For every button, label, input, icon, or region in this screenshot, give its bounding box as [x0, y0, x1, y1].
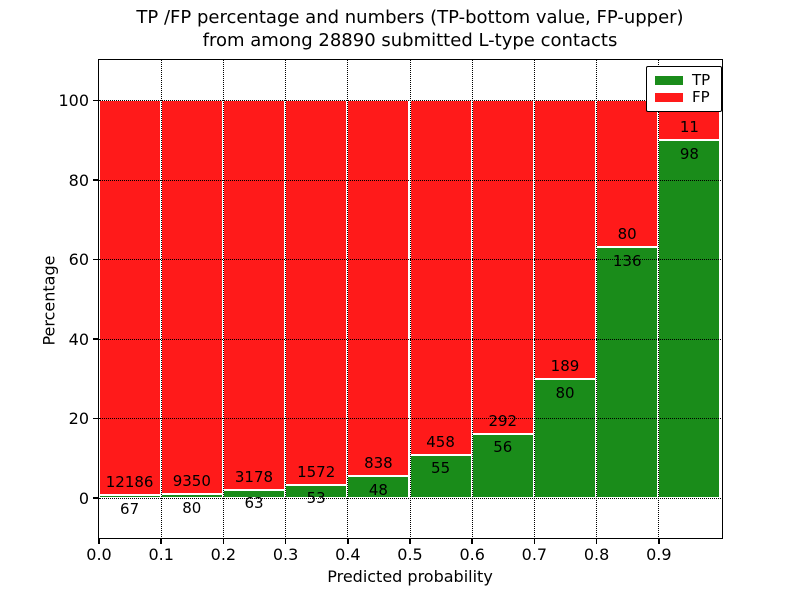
- gridline-horizontal: [98, 179, 721, 181]
- bar-count-label-fp: 189: [550, 357, 580, 376]
- tp-swatch-icon: [655, 76, 683, 85]
- y-tick: [92, 179, 98, 181]
- bar-fp-segment: [285, 100, 348, 485]
- chart-title: TP /FP percentage and numbers (TP-bottom…: [99, 6, 721, 52]
- bar-fp-segment: [160, 100, 223, 495]
- y-axis-label: Percentage: [39, 255, 59, 346]
- bar-count-label-fp: 80: [617, 225, 637, 244]
- gridline-vertical: [285, 60, 287, 538]
- legend-item-fp: FP: [655, 89, 714, 106]
- x-tick: [409, 539, 411, 545]
- y-tick: [92, 99, 98, 102]
- fp-swatch-icon: [655, 93, 683, 102]
- x-axis-label: Predicted probability: [327, 567, 493, 586]
- gridline-vertical: [409, 60, 411, 538]
- gridline-horizontal: [98, 259, 721, 261]
- x-tick: [595, 539, 598, 545]
- x-tick-label: 0.4: [335, 545, 361, 564]
- bar-count-label-fp: 838: [364, 454, 393, 472]
- bar-count-label-tp: 63: [244, 494, 264, 513]
- x-tick: [533, 539, 536, 545]
- legend-item-tp: TP: [655, 72, 714, 89]
- x-tick: [658, 539, 660, 545]
- bar-count-label-tp: 55: [431, 459, 451, 478]
- bar-count-label-fp: 292: [488, 411, 518, 430]
- x-tick-label: 0.1: [148, 545, 174, 564]
- y-tick-label: 80: [68, 170, 89, 190]
- bar-count-label-fp: 11: [679, 118, 699, 137]
- bar-count-label-tp: 48: [368, 480, 388, 499]
- x-tick-label: 0.8: [583, 545, 610, 564]
- bar-count-label-tp: 80: [555, 383, 575, 402]
- y-tick-label: 40: [68, 329, 89, 349]
- bar-tp-segment: [98, 495, 161, 498]
- y-tick: [92, 497, 98, 499]
- bar-fp-segment: [471, 100, 534, 434]
- x-tick: [471, 539, 473, 545]
- chart-title-line-1: TP /FP percentage and numbers (TP-bottom…: [136, 7, 684, 28]
- bar-fp-segment: [409, 100, 472, 455]
- y-tick: [92, 417, 98, 420]
- bar-tp-segment: [596, 247, 659, 498]
- gridline-horizontal: [98, 100, 721, 102]
- plot-area: 12186 67 9350 80 3178 63 1572 53 838 48 458 55 292 56…: [97, 59, 723, 540]
- x-tick-label: 0.0: [86, 545, 112, 564]
- x-tick-label: 0.2: [210, 545, 237, 564]
- gridline-vertical: [347, 60, 349, 538]
- legend: TP FP: [646, 66, 722, 112]
- bar-count-label-tp: 136: [612, 251, 642, 270]
- bar-fp-segment: [533, 100, 597, 380]
- x-tick-label: 0.5: [397, 545, 423, 564]
- bar-fp-segment: [347, 100, 410, 476]
- bar-count-label-tp: 98: [679, 144, 699, 163]
- x-tick-label: 0.6: [459, 545, 485, 564]
- gridline-vertical: [222, 60, 224, 538]
- x-tick: [160, 539, 162, 545]
- x-tick-label: 0.7: [521, 545, 548, 564]
- x-tick-label: 0.3: [272, 545, 299, 564]
- x-tick: [284, 539, 287, 545]
- bar-tp-segment: [658, 140, 721, 498]
- y-tick-label: 100: [58, 91, 89, 111]
- legend-label-fp: FP: [692, 88, 710, 106]
- bar-count-label-tp: 56: [493, 438, 513, 457]
- bar-count-label-tp: 53: [306, 489, 326, 508]
- bar-count-label-fp: 3178: [234, 467, 274, 486]
- y-tick: [92, 258, 98, 261]
- x-tick: [347, 539, 349, 545]
- bar-count-label-fp: 9350: [172, 472, 211, 491]
- y-tick-label: 0: [78, 488, 89, 508]
- x-tick: [98, 539, 100, 545]
- y-tick-label: 20: [68, 409, 89, 429]
- x-tick: [222, 539, 225, 545]
- bar-fp-segment: [222, 100, 286, 490]
- gridline-vertical: [160, 60, 162, 538]
- y-tick: [92, 338, 98, 340]
- legend-label-tp: TP: [692, 71, 711, 89]
- gridline-vertical: [533, 60, 535, 538]
- y-tick-label: 60: [68, 250, 89, 270]
- bar-count-label-tp: 67: [120, 499, 140, 518]
- bar-count-label-tp: 80: [182, 498, 202, 517]
- plot-inner: 12186 67 9350 80 3178 63 1572 53 838 48 458 55 292 56…: [98, 60, 721, 538]
- bar-count-label-fp: 458: [426, 432, 455, 451]
- gridline-horizontal: [98, 497, 721, 499]
- chart-title-line-2: from among 28890 submitted L-type contac…: [202, 30, 618, 51]
- bar-tp-segment: [533, 379, 597, 498]
- bar-count-label-fp: 12186: [105, 473, 154, 492]
- x-tick-label: 0.9: [646, 545, 672, 564]
- bar-tp-segment: [471, 433, 534, 498]
- bar-fp-segment: [596, 100, 659, 248]
- gridline-vertical: [658, 60, 660, 538]
- bar-fp-segment: [98, 100, 161, 496]
- gridline-vertical: [596, 60, 598, 538]
- gridline-vertical: [471, 60, 473, 538]
- gridline-horizontal: [98, 418, 721, 420]
- bar-count-label-fp: 1572: [297, 462, 336, 481]
- bar-tp-segment: [409, 454, 472, 498]
- gridline-horizontal: [98, 338, 721, 340]
